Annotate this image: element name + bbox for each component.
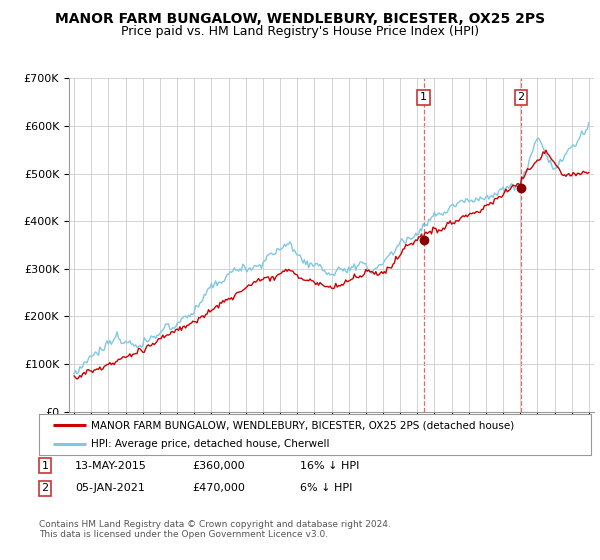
Text: Price paid vs. HM Land Registry's House Price Index (HPI): Price paid vs. HM Land Registry's House … <box>121 25 479 38</box>
Text: 2: 2 <box>41 483 49 493</box>
Text: MANOR FARM BUNGALOW, WENDLEBURY, BICESTER, OX25 2PS (detached house): MANOR FARM BUNGALOW, WENDLEBURY, BICESTE… <box>91 421 515 430</box>
Text: £360,000: £360,000 <box>192 461 245 471</box>
Text: £470,000: £470,000 <box>192 483 245 493</box>
Text: 16% ↓ HPI: 16% ↓ HPI <box>300 461 359 471</box>
Text: 2: 2 <box>517 92 524 102</box>
Text: 13-MAY-2015: 13-MAY-2015 <box>75 461 147 471</box>
Text: 1: 1 <box>420 92 427 102</box>
Text: MANOR FARM BUNGALOW, WENDLEBURY, BICESTER, OX25 2PS: MANOR FARM BUNGALOW, WENDLEBURY, BICESTE… <box>55 12 545 26</box>
Text: 1: 1 <box>41 461 49 471</box>
Text: 6% ↓ HPI: 6% ↓ HPI <box>300 483 352 493</box>
Text: Contains HM Land Registry data © Crown copyright and database right 2024.
This d: Contains HM Land Registry data © Crown c… <box>39 520 391 539</box>
Text: 05-JAN-2021: 05-JAN-2021 <box>75 483 145 493</box>
Text: HPI: Average price, detached house, Cherwell: HPI: Average price, detached house, Cher… <box>91 439 330 449</box>
